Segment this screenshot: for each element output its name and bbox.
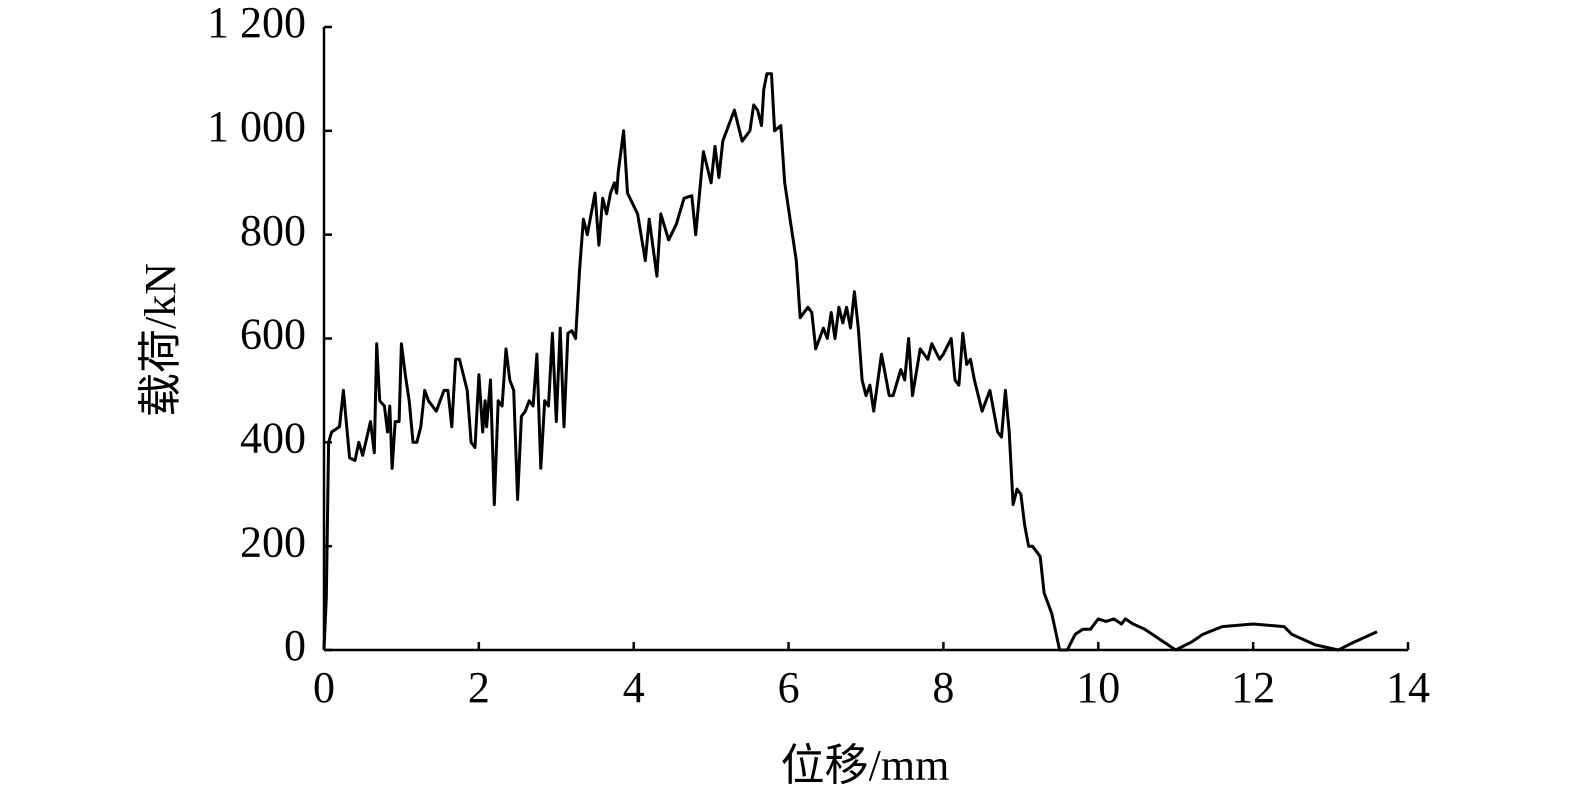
x-tick-label: 4 [623, 663, 645, 712]
y-tick-label: 200 [240, 517, 306, 566]
y-tick-label: 1 000 [207, 102, 306, 151]
x-tick-label: 2 [468, 663, 490, 712]
x-tick-label: 6 [778, 663, 800, 712]
x-tick-label: 14 [1386, 663, 1430, 712]
x-tick-label: 12 [1231, 663, 1275, 712]
y-tick-label: 1 200 [207, 0, 306, 47]
x-axis-label: 位移/mm [781, 741, 950, 790]
x-tick-label: 10 [1076, 663, 1120, 712]
y-tick-label: 400 [240, 413, 306, 462]
data-line [322, 72, 1378, 652]
x-tick-label: 0 [313, 663, 335, 712]
y-axis-label: 载荷/kN [136, 263, 185, 417]
y-tick-label: 800 [240, 206, 306, 255]
y-tick-label: 0 [284, 621, 306, 670]
y-tick-label: 600 [240, 310, 306, 359]
x-tick-label: 8 [932, 663, 954, 712]
